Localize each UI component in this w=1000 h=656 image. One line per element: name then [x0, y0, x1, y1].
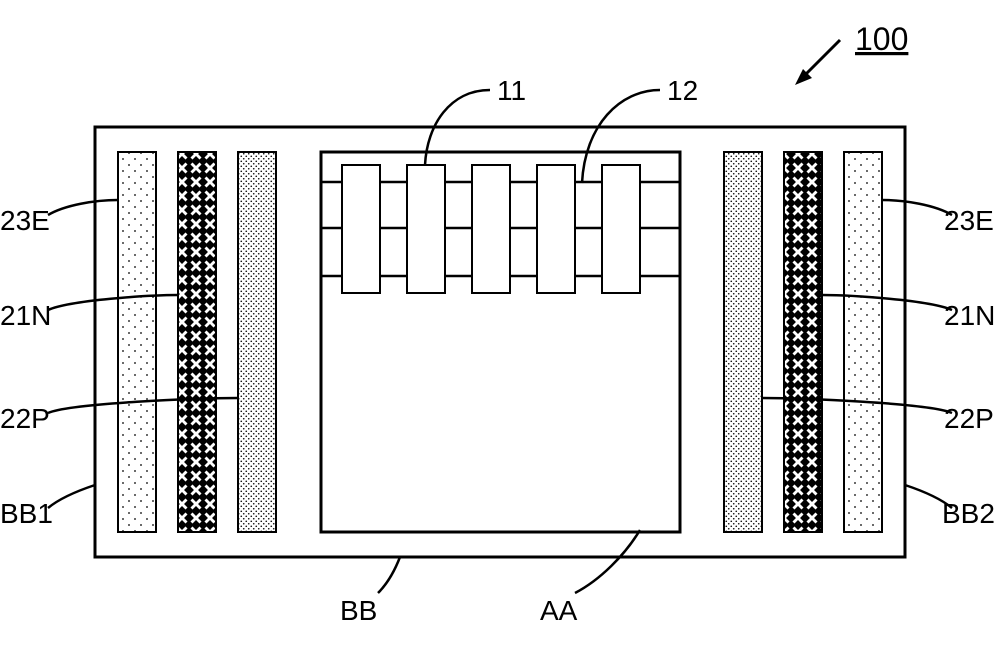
- right-bar-22p: [724, 152, 762, 532]
- leader-BBlead: [378, 557, 400, 593]
- label-22p: 22P: [0, 403, 50, 434]
- label-11: 11: [497, 75, 526, 106]
- left-bar-21n: [178, 152, 216, 532]
- aa-box-0: [342, 165, 380, 293]
- aa-box-1: [407, 165, 445, 293]
- label-22p: 22P: [944, 403, 994, 434]
- aa-box-3: [537, 165, 575, 293]
- label-bb1: BB1: [0, 498, 53, 529]
- aa-box-4: [602, 165, 640, 293]
- label-12: 12: [667, 75, 698, 106]
- label-21n: 21N: [0, 300, 51, 331]
- left-bar-23e: [118, 152, 156, 532]
- label-bb2: BB2: [942, 498, 995, 529]
- label-23e: 23E: [0, 205, 50, 236]
- figure-number: 100: [855, 21, 908, 57]
- right-bar-21n: [784, 152, 822, 532]
- right-bar-23e: [844, 152, 882, 532]
- label-23e: 23E: [944, 205, 994, 236]
- label-bb: BB: [340, 595, 377, 626]
- left-bar-22p: [238, 152, 276, 532]
- aa-region: [321, 152, 680, 532]
- label-aa: AA: [540, 595, 578, 626]
- technical-diagram: 11 12 23E 21N 22P BB1 23E 21N 22P BB2 BB AA 100: [0, 0, 1000, 656]
- leader-LBB1: [48, 485, 95, 508]
- label-21n: 21N: [944, 300, 995, 331]
- aa-box-2: [472, 165, 510, 293]
